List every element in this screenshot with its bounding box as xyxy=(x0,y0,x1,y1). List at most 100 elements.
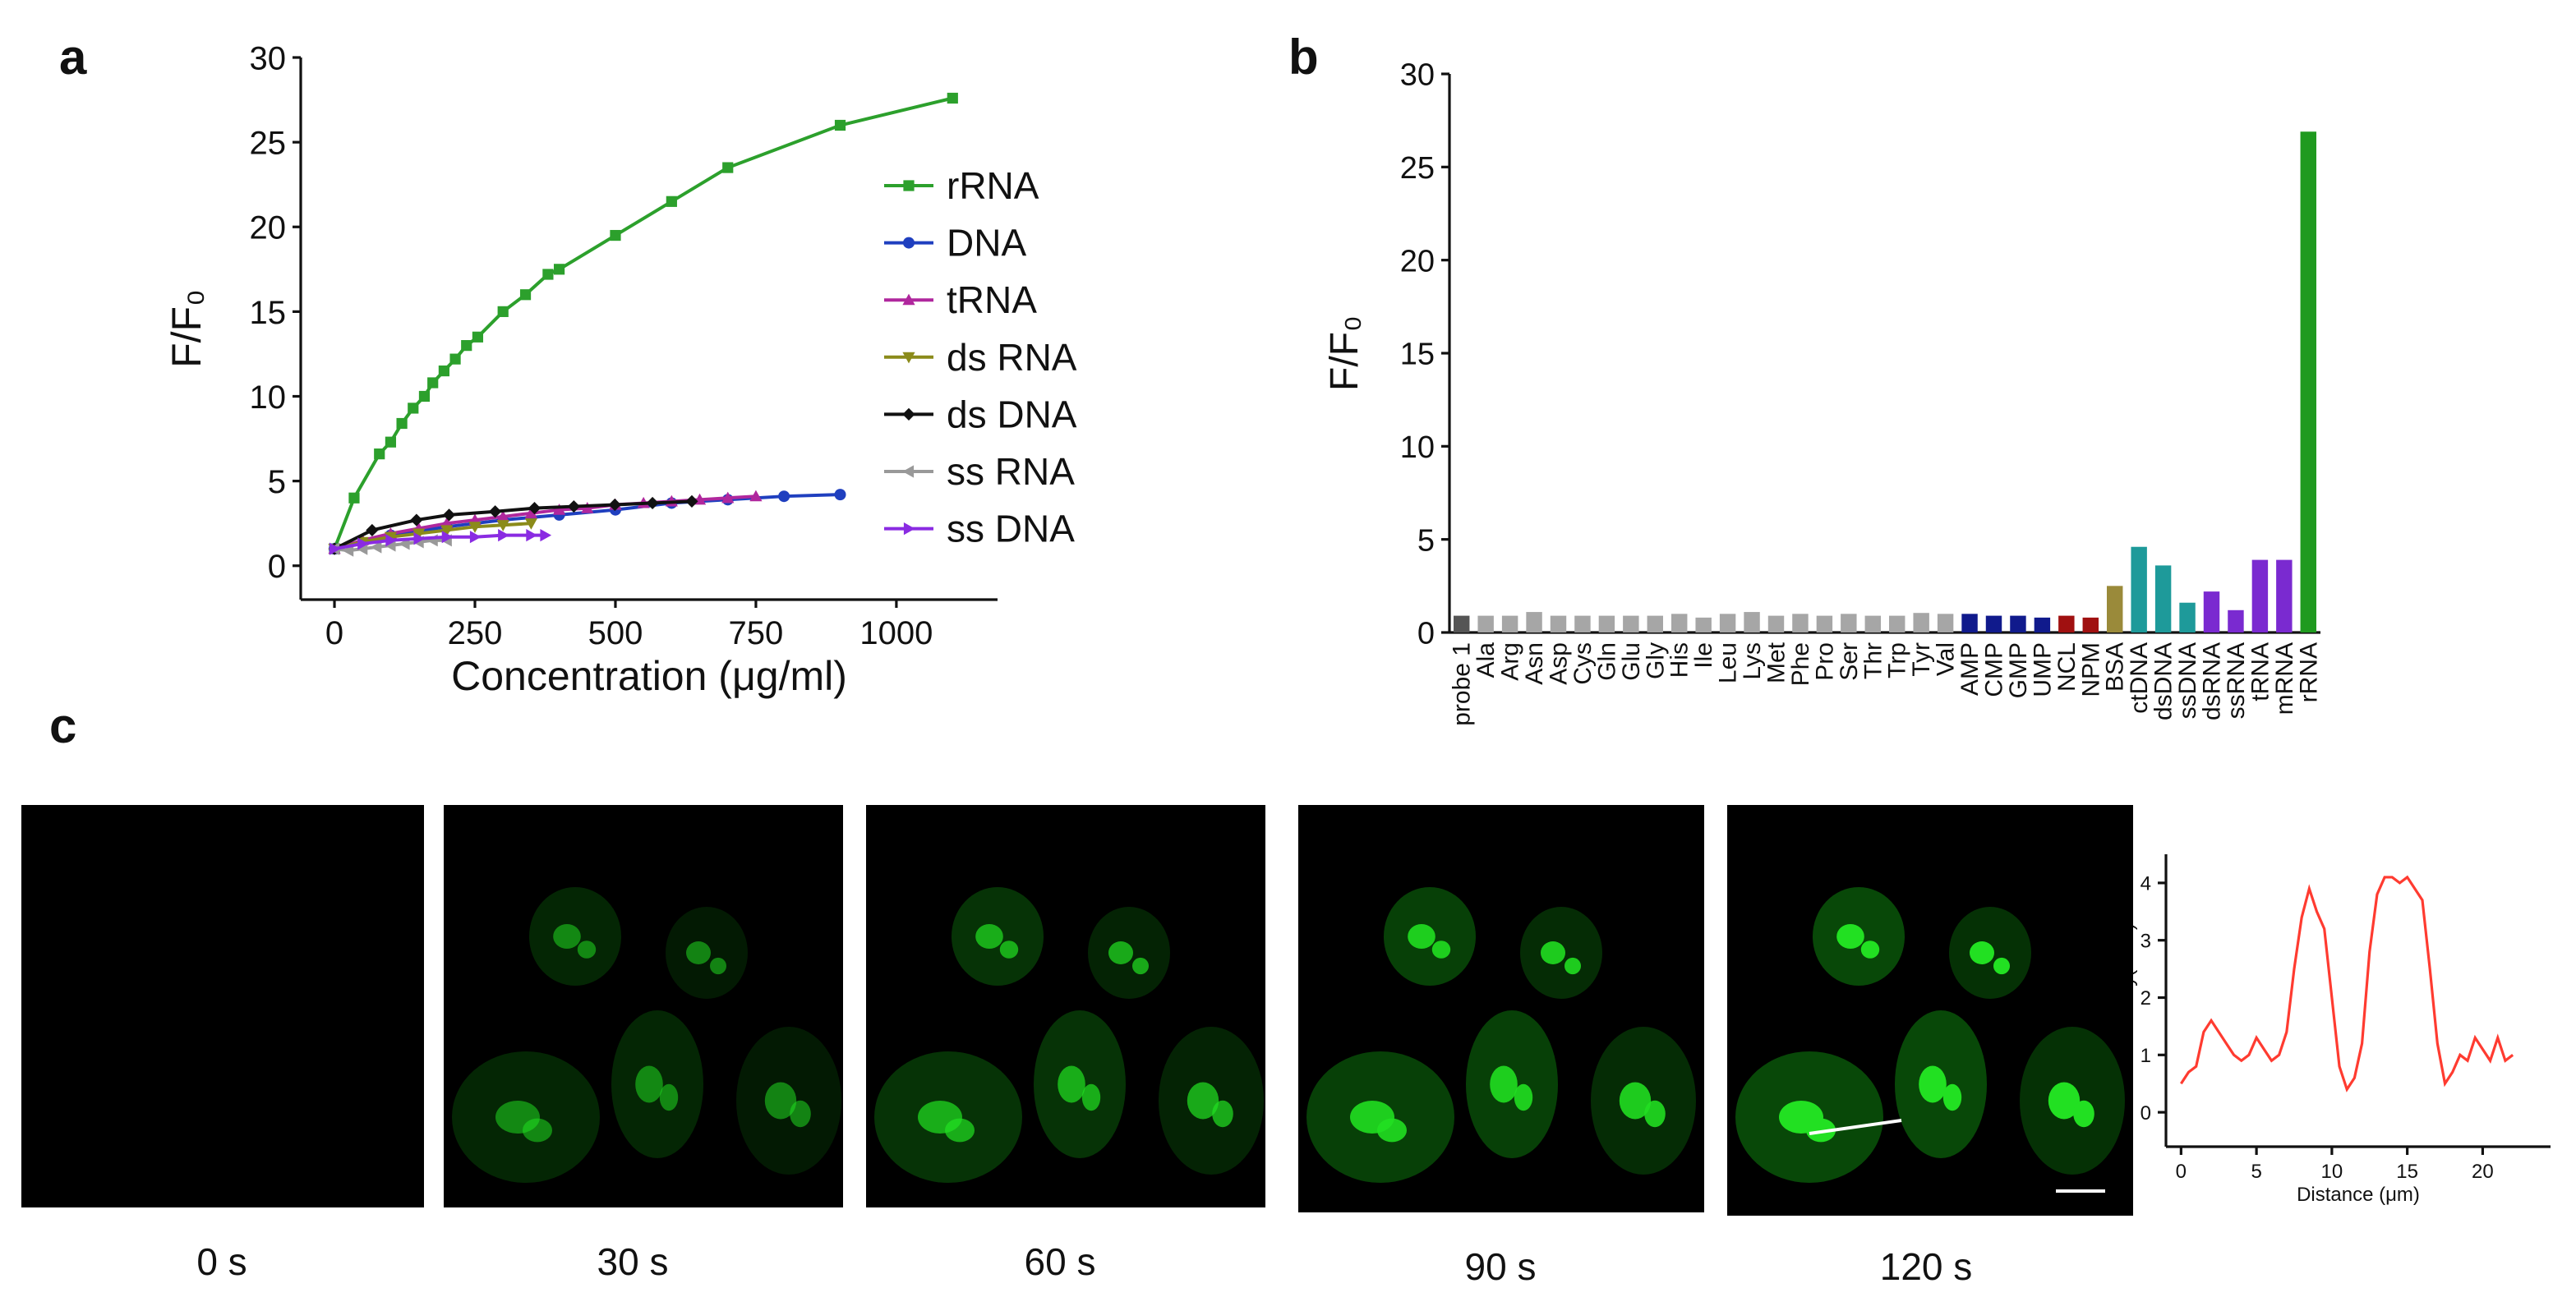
marker xyxy=(608,498,621,512)
bar xyxy=(1574,615,1591,632)
marker xyxy=(834,119,846,131)
marker xyxy=(902,293,915,306)
legend-label: rRNA xyxy=(947,164,1039,207)
marker xyxy=(413,532,426,545)
nucleolus xyxy=(1490,1065,1518,1103)
marker xyxy=(685,494,698,508)
data-line xyxy=(333,96,953,550)
marker xyxy=(461,340,472,352)
marker xyxy=(540,529,552,542)
marker xyxy=(902,407,915,421)
nucleolus xyxy=(1514,1083,1533,1111)
x-tick-label: 20 xyxy=(2472,1161,2494,1183)
nucleolus xyxy=(1212,1100,1233,1128)
y-tick-label: 10 xyxy=(1400,430,1435,465)
y-tick-label: 5 xyxy=(268,464,286,500)
panel-label: c xyxy=(49,698,76,753)
legend-label: tRNA xyxy=(947,278,1037,321)
bar xyxy=(2082,617,2099,632)
marker xyxy=(834,489,846,501)
x-tick-label: Ile xyxy=(1690,642,1717,669)
micrograph xyxy=(444,805,843,1207)
bar xyxy=(1598,615,1615,632)
marker xyxy=(449,353,461,365)
nucleolus xyxy=(710,957,726,975)
bar xyxy=(1816,615,1833,632)
time-label: 120 s xyxy=(1880,1245,1973,1288)
x-tick-label: 250 xyxy=(448,615,503,651)
nucleolus xyxy=(523,1118,552,1143)
x-tick-label: 750 xyxy=(729,615,784,651)
bar xyxy=(1961,614,1978,632)
x-tick-label: rRNA xyxy=(2295,642,2322,702)
y-tick-label: 3 xyxy=(2141,930,2151,952)
marker xyxy=(357,537,369,550)
y-tick-label: 1 xyxy=(2141,1045,2151,1067)
nucleolus xyxy=(577,941,597,959)
bar xyxy=(1695,617,1712,632)
marker xyxy=(408,402,419,414)
x-tick-label: Met xyxy=(1763,642,1790,683)
x-tick-label: NPM xyxy=(2077,642,2104,697)
y-tick-label: 15 xyxy=(1400,338,1435,372)
nucleolus xyxy=(1431,941,1451,959)
marker xyxy=(442,508,456,522)
bar xyxy=(2228,609,2244,632)
marker xyxy=(385,534,398,547)
marker xyxy=(410,513,423,527)
bar xyxy=(1671,614,1688,632)
x-tick-label: GMP xyxy=(2005,642,2032,698)
marker xyxy=(519,289,532,301)
x-tick-label: AMP xyxy=(1956,642,1984,696)
time-label: 90 s xyxy=(1465,1245,1537,1288)
nucleolus xyxy=(1377,1118,1407,1143)
panel-label: a xyxy=(59,30,87,85)
bar xyxy=(1864,615,1881,632)
nucleolus xyxy=(1132,957,1149,975)
panel-label: b xyxy=(1288,30,1319,85)
marker xyxy=(902,465,915,478)
y-tick-label: 4 xyxy=(2141,873,2151,895)
x-tick-label: Thr xyxy=(1859,642,1887,679)
x-tick-label: mRNA xyxy=(2271,642,2298,715)
nucleolus xyxy=(659,1083,679,1111)
marker xyxy=(947,92,958,104)
marker xyxy=(778,490,790,503)
y-tick-label: 25 xyxy=(250,126,287,162)
x-tick-label: ssRNA xyxy=(2223,642,2250,719)
bar xyxy=(1792,614,1809,632)
y-axis-label: F/F₀ xyxy=(1323,315,1366,391)
legend-label: ss DNA xyxy=(947,508,1075,550)
nucleolus xyxy=(1564,957,1581,975)
x-tick-label: 15 xyxy=(2396,1161,2418,1183)
bar xyxy=(2179,602,2196,632)
y-axis-label: F/F₀ xyxy=(164,289,210,368)
x-tick-label: Cys xyxy=(1569,642,1597,685)
bar xyxy=(1647,615,1663,632)
y-tick-label: 2 xyxy=(2141,987,2151,1010)
x-tick-label: Lys xyxy=(1739,642,1766,680)
bar xyxy=(1501,615,1518,632)
time-label: 0 s xyxy=(196,1240,247,1283)
nucleolus xyxy=(686,941,711,964)
x-tick-label: NCL xyxy=(2053,642,2081,692)
nucleolus xyxy=(764,1082,797,1120)
nucleolus xyxy=(1408,924,1435,949)
bar xyxy=(2276,559,2293,632)
marker xyxy=(370,540,382,554)
nucleolus xyxy=(1644,1100,1666,1128)
marker xyxy=(468,522,482,533)
nucleolus xyxy=(1187,1082,1219,1120)
marker xyxy=(524,518,537,530)
marker xyxy=(722,162,734,173)
x-tick-label: Ala xyxy=(1472,642,1500,678)
marker xyxy=(396,417,408,430)
bar xyxy=(1454,615,1470,632)
x-tick-label: Trp xyxy=(1884,642,1911,678)
x-tick-label: CMP xyxy=(1981,642,2008,697)
y-tick-label: 25 xyxy=(1400,151,1435,186)
legend-label: DNA xyxy=(947,222,1026,264)
marker xyxy=(721,491,735,504)
x-tick-label: 0 xyxy=(325,615,343,651)
marker xyxy=(385,436,397,448)
